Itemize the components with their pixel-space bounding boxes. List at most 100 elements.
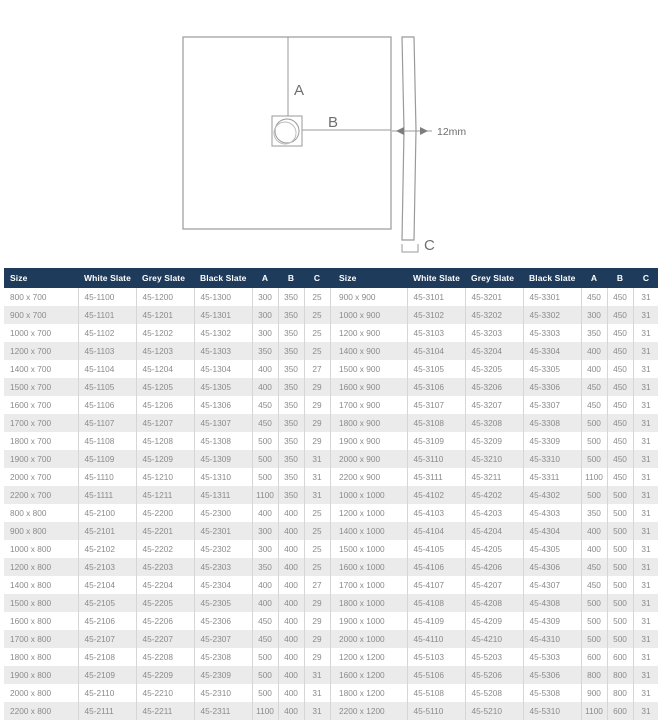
cell-grey-slate: 45-1205: [136, 378, 195, 396]
column-header-grey-slate: Grey Slate: [465, 268, 523, 288]
cell-black-slate: 45-1300: [194, 288, 253, 306]
cell-white-slate: 45-2103: [78, 558, 137, 576]
cell-grey-slate: 45-1200: [136, 288, 195, 306]
cell-c: 31: [633, 486, 658, 504]
cell-black-slate: 45-2302: [194, 540, 253, 558]
cell-size: 1700 x 900: [333, 396, 408, 414]
cell-c: 31: [633, 288, 658, 306]
cell-grey-slate: 45-2208: [136, 648, 195, 666]
cell-a: 500: [581, 432, 608, 450]
cell-grey-slate: 45-2205: [136, 594, 195, 612]
cell-black-slate: 45-1309: [194, 450, 253, 468]
cell-a: 400: [252, 576, 279, 594]
cell-white-slate: 45-2102: [78, 540, 137, 558]
cell-a: 500: [581, 450, 608, 468]
cell-grey-slate: 45-4210: [465, 630, 524, 648]
table-left-body: 800 x 700 45-1100 45-1200 45-1300 300 350 25 21…: [4, 288, 356, 720]
cell-white-slate: 45-1103: [78, 342, 137, 360]
cell-white-slate: 45-1104: [78, 360, 137, 378]
column-header-size: Size: [333, 268, 407, 288]
cell-white-slate: 45-2110: [78, 684, 137, 702]
cell-grey-slate: 45-4208: [465, 594, 524, 612]
cell-c: 29: [304, 630, 331, 648]
cell-a: 450: [581, 576, 608, 594]
table-row: 1400 x 90045-310445-320445-3304400450314…: [333, 342, 658, 360]
cell-black-slate: 45-4305: [523, 540, 582, 558]
cell-size: 900 x 800: [4, 522, 79, 540]
cell-a: 400: [252, 378, 279, 396]
cell-b: 400: [278, 702, 305, 720]
cell-a: 450: [581, 378, 608, 396]
cell-white-slate: 45-3107: [407, 396, 466, 414]
table-row: 1700 x 800 45-2107 45-2207 45-2307 450 400 29 4…: [4, 630, 356, 648]
cell-white-slate: 45-1110: [78, 468, 137, 486]
cell-black-slate: 45-5308: [523, 684, 582, 702]
cell-black-slate: 45-3307: [523, 396, 582, 414]
column-header-white-slate: White Slate: [407, 268, 465, 288]
table-row: 1200 x 700 45-1103 45-1203 45-1303 350 350 25 2…: [4, 342, 356, 360]
cell-grey-slate: 45-4209: [465, 612, 524, 630]
table-row: 1500 x 1000 45-4105 45-4205 45-4305 400 500 31…: [333, 540, 658, 558]
cell-size: 2000 x 700: [4, 468, 79, 486]
cell-b: 400: [278, 576, 305, 594]
cell-black-slate: 45-5303: [523, 648, 582, 666]
cell-black-slate: 45-2306: [194, 612, 253, 630]
cell-black-slate: 45-1306: [194, 396, 253, 414]
cell-c: 31: [633, 432, 658, 450]
cell-grey-slate: 45-2206: [136, 612, 195, 630]
cell-size: 1800 x 1000: [333, 594, 408, 612]
cell-a: 500: [252, 648, 279, 666]
cell-a: 300: [252, 306, 279, 324]
cell-white-slate: 45-1101: [78, 306, 137, 324]
cell-white-slate: 45-1106: [78, 396, 137, 414]
cell-a: 400: [252, 504, 279, 522]
cell-grey-slate: 45-3202: [465, 306, 524, 324]
cell-black-slate: 45-3303: [523, 324, 582, 342]
cell-b: 400: [278, 684, 305, 702]
cell-size: 1000 x 700: [4, 324, 79, 342]
cell-b: 350: [278, 306, 305, 324]
cell-c: 31: [633, 450, 658, 468]
cell-size: 1700 x 800: [4, 630, 79, 648]
table-row: 1700 x 1000 45-4107 45-4207 45-4307 450 500 31…: [333, 576, 658, 594]
column-header-b: B: [607, 268, 633, 288]
table-row: 1800 x 90045-310845-320845-3308500450315…: [333, 414, 658, 432]
thickness-label: 12mm: [437, 126, 466, 138]
cell-size: 1500 x 700: [4, 378, 79, 396]
cell-c: 31: [304, 450, 331, 468]
cell-b: 400: [278, 504, 305, 522]
cell-white-slate: 45-2105: [78, 594, 137, 612]
column-header-c: C: [633, 268, 658, 288]
cell-white-slate: 45-1102: [78, 324, 137, 342]
cell-grey-slate: 45-3210: [465, 450, 524, 468]
cell-white-slate: 45-3104: [407, 342, 466, 360]
cell-b: 500: [607, 612, 634, 630]
cell-black-slate: 45-3302: [523, 306, 582, 324]
shower-tray-diagram: A B C 12mm: [0, 0, 658, 262]
cell-b: 350: [278, 396, 305, 414]
thickness-arrow-right: [420, 127, 428, 135]
cell-size: 1800 x 700: [4, 432, 79, 450]
cell-b: 600: [607, 648, 634, 666]
cell-grey-slate: 45-3204: [465, 342, 524, 360]
cell-grey-slate: 45-3207: [465, 396, 524, 414]
column-header-c: C: [304, 268, 330, 288]
cell-a: 300: [252, 540, 279, 558]
cell-b: 500: [607, 486, 634, 504]
cell-black-slate: 45-2301: [194, 522, 253, 540]
cell-grey-slate: 45-1210: [136, 468, 195, 486]
cell-grey-slate: 45-2203: [136, 558, 195, 576]
cell-white-slate: 45-3105: [407, 360, 466, 378]
cell-grey-slate: 45-1209: [136, 450, 195, 468]
cell-white-slate: 45-3110: [407, 450, 466, 468]
cell-white-slate: 45-2104: [78, 576, 137, 594]
cell-grey-slate: 45-4204: [465, 522, 524, 540]
cell-a: 450: [581, 396, 608, 414]
cell-size: 1600 x 1000: [333, 558, 408, 576]
cell-b: 450: [607, 432, 634, 450]
cell-c: 31: [633, 396, 658, 414]
